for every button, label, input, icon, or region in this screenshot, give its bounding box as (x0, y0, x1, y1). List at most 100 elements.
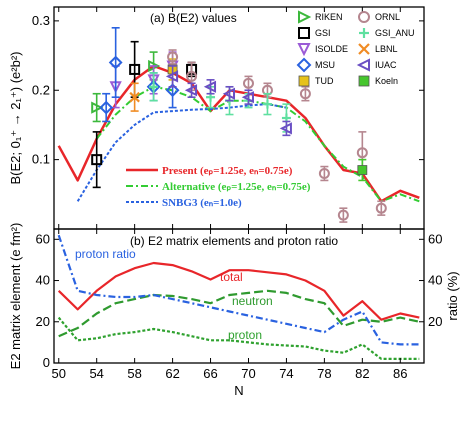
x-tick-label-74: 74 (279, 366, 293, 381)
legend-label-gsi: GSI (315, 28, 331, 38)
panel-b-frame (53, 228, 425, 364)
yb2-tick-label-2: 60 (428, 231, 442, 246)
point-lbnl-0-marker-d2 (129, 91, 140, 103)
legend-text-snbg3: SNBG3 (eₙ=1.0e) (162, 197, 242, 209)
point-iuac-4-marker-shape (241, 91, 254, 104)
panel-a-ylabel: B(E2; 0₁⁺ → 2₁⁺) (e²b²) (8, 51, 23, 184)
series-line-proton-ratio (57, 234, 420, 346)
yb2-tick-label-0: 20 (428, 314, 442, 329)
legend-text-alternative: Alternative (eₚ=1.25e, eₙ=0.75e) (162, 181, 311, 193)
legend-label-tud: TUD (315, 76, 334, 86)
ya-tick-label-0: 0.1 (32, 152, 50, 167)
x-tick-label-86: 86 (393, 366, 407, 381)
yb-tick-label-2: 40 (36, 273, 50, 288)
legend-label-koeln: Koeln (375, 76, 398, 86)
point-iuac-2-marker (203, 80, 217, 93)
point-gsi-0-marker (91, 154, 103, 166)
legend-marker-tud-shape (298, 75, 310, 87)
point-gsi-anu-0-marker (149, 82, 159, 92)
point-ornl-8-marker (375, 202, 387, 214)
legend-text-present: Present (eₚ=1.25e, eₙ=0.75e) (162, 165, 293, 177)
x-tick-label-62: 62 (165, 366, 179, 381)
point-msu-1-marker (108, 55, 123, 70)
point-iuac-3-marker-shape (222, 87, 236, 100)
label-proton: proton (228, 328, 262, 342)
point-ornl-7-marker (356, 147, 368, 159)
series-line-alternative (95, 85, 420, 203)
experiment-legend: RIKEN GSI ISOLDE MSU TUD ORNL GSI_ANU LBNL IUAC K… (296, 10, 415, 87)
legend-marker-ornl-shape (358, 11, 370, 23)
label-total: total (220, 270, 243, 284)
panel-b-lines (57, 234, 420, 360)
panel-b-y2label: ratio (%) (445, 271, 460, 320)
point-iuac-5-marker-shape (279, 122, 292, 135)
yb-tick-label-1: 20 (36, 314, 50, 329)
point-iuac-0-marker-shape (165, 70, 179, 83)
legend-marker-msu (296, 57, 312, 73)
x-tick-label-78: 78 (317, 366, 331, 381)
point-iuac-1-marker (184, 84, 198, 97)
point-ornl-6-marker (337, 209, 349, 221)
model-legend: Present (eₚ=1.25e, eₙ=0.75e) Alternative… (126, 165, 311, 209)
point-msu-3-marker-shape (165, 83, 180, 98)
x-tick-label-58: 58 (127, 366, 141, 381)
yb-tick-label-3: 60 (36, 231, 50, 246)
panel-a-experimental-data (91, 27, 387, 223)
point-gsi-1-marker-shape (129, 63, 141, 75)
panel-b-ylabel: E2 matrix element (e fm²) (8, 223, 23, 370)
axis-ticks: 50 54 58 62 66 70 74 78 82 86 0.1 0.2 0.3 0 20 40 60 20 40… (32, 7, 442, 381)
legend-marker-iuac-shape (356, 58, 370, 72)
yb-tick-label-0: 0 (43, 355, 50, 370)
point-msu-1-marker-shape (108, 55, 123, 70)
yb2-tick-label-1: 40 (428, 273, 442, 288)
point-msu-3-marker (165, 83, 180, 98)
legend-marker-gsi (298, 27, 310, 39)
legend-marker-lbnl (358, 43, 370, 55)
ya-tick-label-2: 0.3 (32, 13, 50, 28)
series-line-snbg3 (76, 103, 287, 202)
legend-label-riken: RIKEN (315, 12, 343, 22)
point-iuac-3-marker (222, 87, 236, 100)
legend-marker-isolde (297, 43, 311, 57)
point-gsi-1-marker (129, 63, 141, 75)
x-tick-label-50: 50 (52, 366, 66, 381)
point-riken-0-marker-shape (91, 101, 104, 114)
label-neutron: neutron (232, 294, 273, 308)
point-ornl-7-marker-shape (356, 147, 368, 159)
point-ornl-6-marker-shape (337, 209, 349, 221)
x-axis-label: N (234, 383, 243, 398)
point-riken-0-marker (91, 101, 104, 114)
point-msu-0-marker-shape (99, 100, 114, 115)
ya-tick-label-1: 0.2 (32, 82, 50, 97)
legend-marker-msu-shape (296, 57, 312, 73)
x-tick-label-54: 54 (89, 366, 103, 381)
legend-label-lbnl: LBNL (375, 44, 398, 54)
point-koeln-0-marker (357, 165, 368, 175)
point-iuac-4-marker (241, 91, 254, 104)
label-proton-ratio: proton ratio (75, 247, 136, 261)
x-tick-label-82: 82 (355, 366, 369, 381)
point-ornl-1-marker-shape (186, 70, 198, 82)
point-ornl-8-marker-shape (375, 202, 387, 214)
series-line-total (57, 261, 420, 321)
legend-marker-riken (298, 10, 312, 24)
x-tick-label-66: 66 (203, 366, 217, 381)
legend-marker-lbnl-d2 (358, 43, 370, 55)
legend-label-isolde: ISOLDE (315, 44, 348, 54)
legend-label-gsi-anu: GSI_ANU (375, 28, 415, 38)
legend-label-iuac: IUAC (375, 60, 397, 70)
legend-label-msu: MSU (315, 60, 335, 70)
point-iuac-0-marker (165, 70, 179, 83)
point-koeln-0-marker-shape (357, 165, 368, 175)
series-line-neutron (58, 289, 420, 338)
point-ornl-0-marker-shape (167, 51, 179, 63)
legend-label-ornl: ORNL (375, 12, 400, 22)
point-ornl-4-marker (299, 88, 311, 100)
legend-marker-riken-shape (298, 10, 312, 24)
legend-marker-koeln (358, 75, 370, 87)
point-ornl-5-marker-shape (318, 168, 330, 179)
point-ornl-2-marker-shape (242, 77, 254, 89)
panel-b-title: (b) E2 matrix elements and proton ratio (130, 234, 338, 248)
legend-marker-iuac (356, 58, 370, 72)
